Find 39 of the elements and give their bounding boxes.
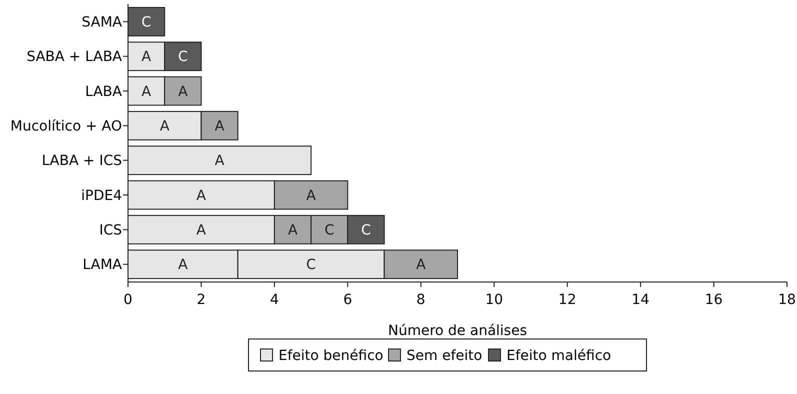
data-label: C [324,222,334,239]
legend-label: Efeito maléfico [506,348,612,364]
y-tick-label: ICS [99,222,122,239]
data-label: A [196,222,206,239]
data-label: A [160,118,170,135]
data-label: A [288,222,298,239]
x-axis-title: Número de análises [388,323,528,339]
legend-label: Sem efeito [406,348,482,364]
data-label: A [142,84,152,100]
data-label: A [306,188,316,204]
legend-label: Efeito benéfico [278,348,384,364]
y-tick-label: SAMA [82,14,122,31]
y-tick-label: Mucolítico + AO [10,118,122,135]
data-label: A [214,153,225,170]
y-tick-label: LABA [85,84,122,100]
x-tick-label: 10 [485,292,504,308]
x-tick-label: 14 [632,292,650,308]
data-label: C [178,49,188,66]
data-label: A [214,118,225,135]
y-tick-label: iPDE4 [81,188,122,204]
y-tick-label: SABA + LABA [26,49,122,66]
data-label: A [178,257,188,274]
data-label: C [306,257,316,274]
x-tick-label: 0 [124,292,132,308]
y-tick-label: LABA + ICS [42,153,122,170]
data-label: A [178,84,188,100]
x-tick-label: 12 [558,292,576,308]
x-tick-label: 4 [270,292,279,308]
x-tick-label: 6 [343,292,352,308]
data-label: C [361,222,372,239]
data-label: A [196,188,206,204]
data-label: C [141,14,152,31]
x-tick-label: 16 [704,292,723,308]
data-label: A [142,49,152,66]
data-label: A [416,257,426,274]
x-tick-label: 8 [416,292,426,308]
y-tick-label: LAMA [82,257,122,274]
x-tick-label: 2 [196,292,206,308]
x-tick-label: 18 [778,292,796,308]
